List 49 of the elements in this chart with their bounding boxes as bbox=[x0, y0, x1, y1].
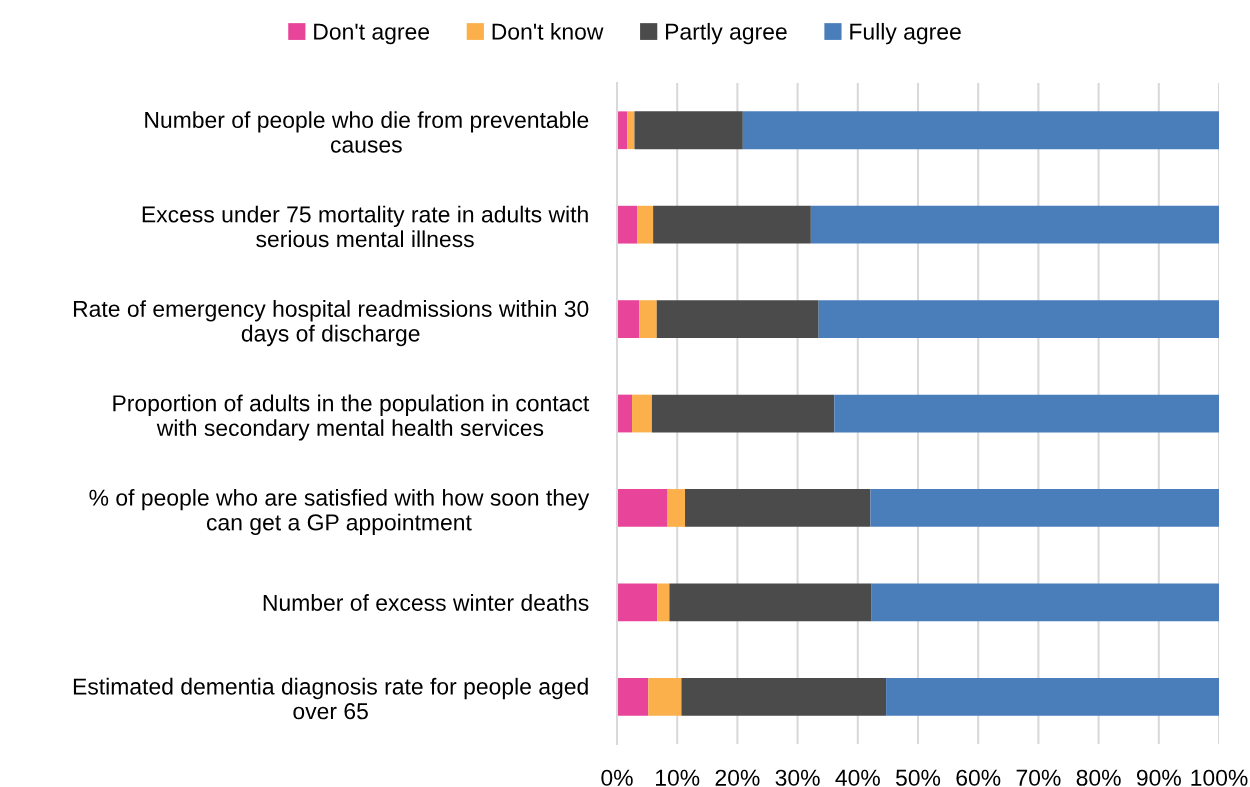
y-tick-label: Rate of emergency hospital readmissions within 30 days of discharge bbox=[73, 300, 589, 347]
x-tick-label: 50% bbox=[895, 769, 941, 786]
bar bbox=[632, 394, 652, 433]
x-tick-label: 60% bbox=[956, 769, 1001, 786]
bar bbox=[627, 111, 635, 150]
bar bbox=[651, 394, 835, 433]
bar bbox=[617, 300, 640, 338]
bar bbox=[656, 300, 819, 338]
legend-label: Don't know bbox=[492, 22, 604, 40]
bar bbox=[617, 394, 633, 433]
bar bbox=[617, 205, 638, 244]
x-tick-label: 40% bbox=[835, 769, 880, 786]
bar bbox=[886, 677, 1219, 716]
bar bbox=[653, 205, 811, 244]
x-tick-label: 100% bbox=[1191, 769, 1248, 786]
bar bbox=[657, 583, 670, 622]
y-tick-label: Number of people who die from preventable causes bbox=[145, 111, 589, 153]
legend-label: Partly agree bbox=[666, 22, 787, 45]
bar bbox=[617, 677, 649, 716]
bar bbox=[667, 489, 686, 527]
bar bbox=[685, 489, 871, 527]
y-tick-label: % of people who are satisfied with how soon they can get a GP appointment bbox=[89, 488, 590, 536]
bar bbox=[617, 583, 658, 622]
bar bbox=[669, 583, 872, 622]
bar bbox=[870, 489, 1219, 527]
bar bbox=[681, 677, 887, 716]
bar bbox=[648, 677, 682, 716]
x-tick-label: 20% bbox=[715, 769, 760, 786]
bar bbox=[637, 205, 654, 244]
y-tick-label: Proportion of adults in the population in contact with secondary mental health services bbox=[113, 394, 590, 441]
x-tick-label: 70% bbox=[1016, 769, 1061, 786]
x-tick-label: 0% bbox=[601, 769, 633, 786]
y-tick-label: Estimated dementia diagnosis rate for people aged over 65 bbox=[73, 677, 588, 720]
x-tick-label: 30% bbox=[775, 769, 820, 786]
bar bbox=[834, 394, 1219, 433]
bar bbox=[871, 583, 1219, 622]
x-tick-label: 10% bbox=[656, 769, 700, 786]
bar bbox=[634, 111, 743, 150]
bar bbox=[810, 205, 1219, 244]
y-tick-label: Number of excess winter deaths bbox=[263, 594, 589, 611]
bar bbox=[639, 300, 657, 338]
bar bbox=[742, 111, 1219, 150]
legend-label: Fully agree bbox=[850, 22, 961, 45]
legend-label: Don't agree bbox=[314, 23, 430, 45]
bar bbox=[617, 489, 668, 527]
y-tick-label: Excess under 75 mortality rate in adults with serious mental illness bbox=[142, 205, 588, 248]
x-tick-label: 90% bbox=[1136, 769, 1181, 786]
x-tick-label: 80% bbox=[1076, 769, 1121, 786]
bar bbox=[818, 300, 1219, 338]
